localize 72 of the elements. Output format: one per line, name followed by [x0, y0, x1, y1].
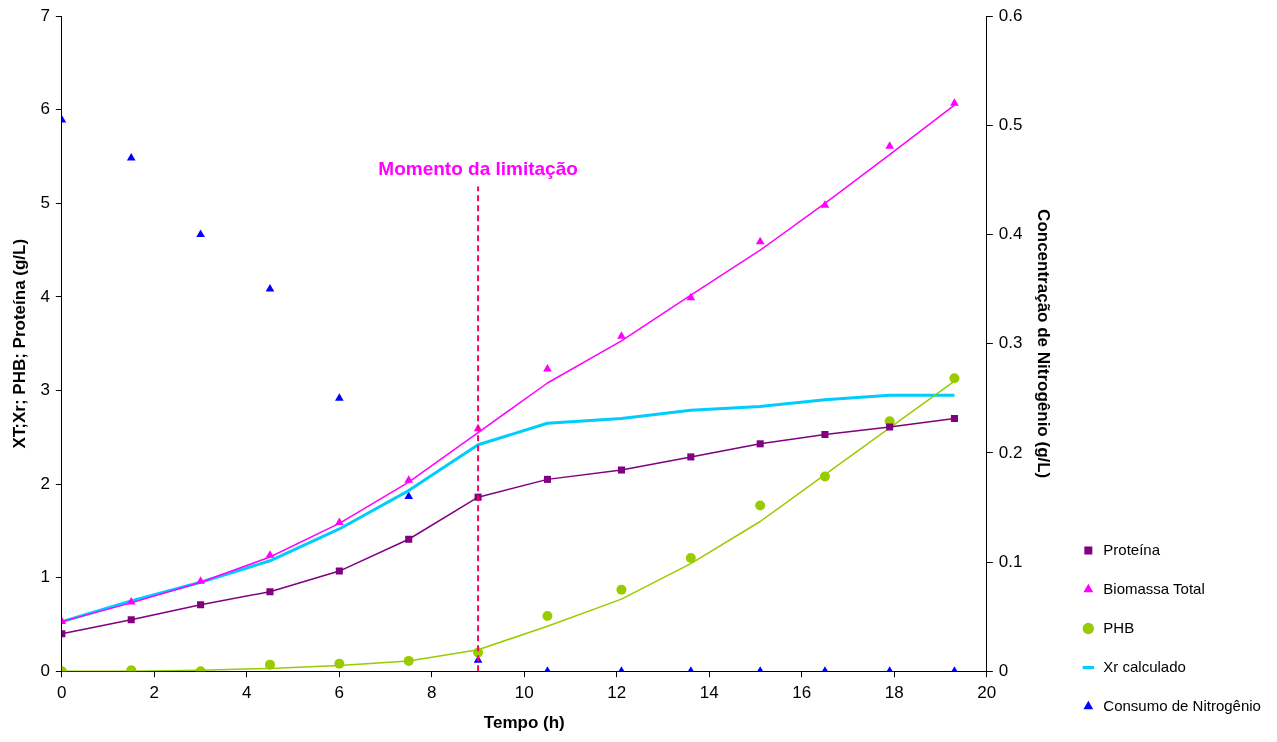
- x-tick-label: 8: [427, 683, 437, 703]
- x-tick-label: 6: [334, 683, 345, 703]
- point: [127, 616, 135, 624]
- y-tick-label: 4: [40, 286, 50, 306]
- point: [404, 475, 414, 483]
- point: [819, 471, 830, 482]
- x-tick-label: 20: [977, 683, 997, 703]
- point: [126, 596, 136, 605]
- point: [821, 430, 829, 438]
- y2-tick-label: 0.3: [998, 333, 1023, 353]
- y2-tick-label: 0.1: [998, 551, 1023, 571]
- legend-label: Biomassa Total: [1103, 579, 1205, 597]
- point: [265, 550, 275, 558]
- point: [756, 440, 764, 448]
- point: [755, 500, 766, 511]
- y-tick-label: 5: [40, 193, 50, 213]
- y-tick-label: 0: [40, 660, 50, 680]
- y-tick-label: 1: [40, 567, 50, 587]
- x-tick-label: 18: [884, 683, 904, 703]
- point: [617, 331, 626, 339]
- point: [265, 284, 275, 292]
- point: [196, 576, 205, 584]
- x-tick-label: 2: [149, 683, 160, 703]
- point: [686, 292, 696, 301]
- point: [197, 601, 205, 609]
- x-tick-label: 14: [699, 683, 719, 703]
- point: [266, 588, 274, 596]
- point: [403, 655, 414, 666]
- x-tick-label: 10: [514, 683, 534, 703]
- legend-label: Proteína: [1103, 540, 1161, 558]
- point: [820, 200, 830, 208]
- point: [335, 567, 343, 575]
- y2-axis-title: Concentração de Nitrogênio (g/L): [1033, 209, 1053, 479]
- point: [405, 535, 413, 543]
- point: [949, 373, 960, 384]
- point: [950, 415, 958, 423]
- x-axis-title: Tempo (h): [483, 713, 565, 733]
- point: [126, 153, 136, 161]
- y-axis-title: XT;Xr; PHB; Proteína (g/L): [9, 238, 29, 449]
- point: [196, 229, 205, 238]
- point: [335, 393, 344, 401]
- x-tick-label: 16: [792, 683, 812, 703]
- y-tick-label: 6: [40, 99, 50, 119]
- point: [755, 236, 765, 245]
- y2-tick-label: 0.6: [998, 5, 1023, 25]
- point: [334, 658, 345, 669]
- ref-line-label: Momento da limitação: [378, 157, 578, 179]
- point: [617, 466, 625, 474]
- y-tick-label: 7: [40, 5, 50, 25]
- point: [335, 517, 344, 525]
- x-tick-label: 4: [242, 683, 252, 703]
- point: [404, 491, 414, 500]
- point: [950, 98, 959, 106]
- y2-tick-label: 0.5: [998, 115, 1023, 135]
- point: [543, 475, 551, 483]
- point: [685, 552, 696, 563]
- x-tick-label: 12: [607, 683, 627, 703]
- point: [542, 610, 553, 621]
- point: [886, 423, 894, 431]
- y-tick-label: 3: [40, 380, 50, 400]
- point: [687, 453, 695, 461]
- x-tick-label: 0: [57, 683, 67, 703]
- legend-label: Xr calculado: [1103, 657, 1186, 675]
- legend-label: PHB: [1103, 618, 1135, 636]
- y2-tick-label: 0.2: [998, 442, 1023, 462]
- y2-tick-label: 0: [998, 660, 1009, 680]
- point: [885, 141, 895, 149]
- legend-label: Consumo de Nitrogênio: [1103, 696, 1261, 714]
- y-tick-label: 2: [40, 473, 50, 493]
- y2-tick-label: 0.4: [998, 224, 1023, 244]
- point: [264, 659, 275, 670]
- point: [616, 584, 627, 595]
